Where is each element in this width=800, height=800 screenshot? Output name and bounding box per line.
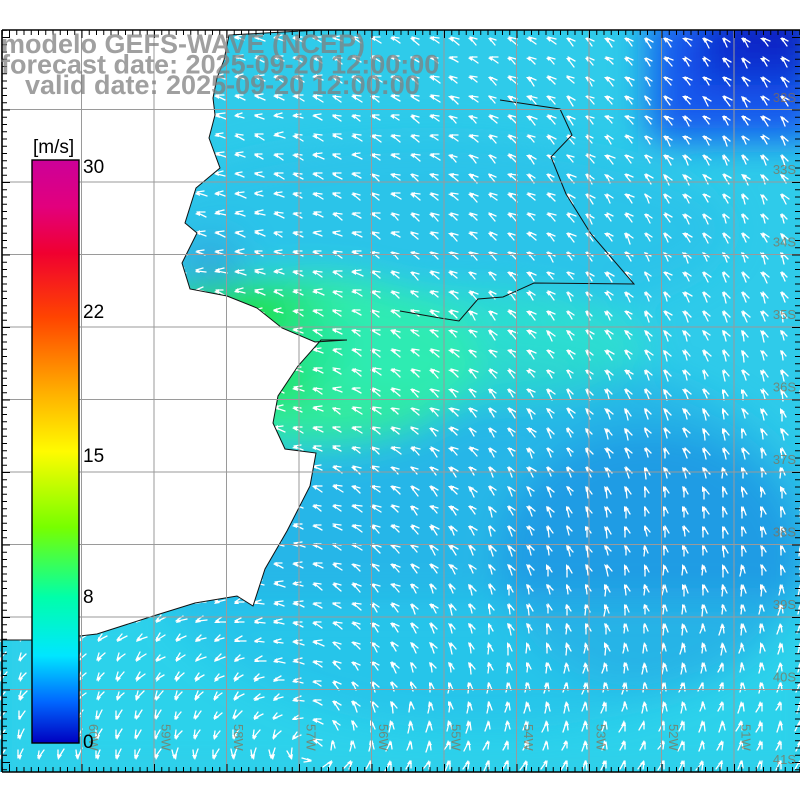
svg-text:34S: 34S — [773, 235, 796, 250]
svg-text:35S: 35S — [773, 307, 796, 322]
svg-text:39S: 39S — [773, 597, 796, 612]
svg-text:36S: 36S — [773, 380, 796, 395]
svg-text:58W: 58W — [231, 724, 246, 751]
svg-text:valid date: 2025-09-20 12:00:0: valid date: 2025-09-20 12:00:00 — [25, 70, 420, 100]
svg-text:30: 30 — [83, 157, 104, 178]
svg-text:8: 8 — [83, 587, 94, 608]
svg-text:54W: 54W — [521, 724, 536, 751]
svg-text:53W: 53W — [594, 724, 609, 751]
svg-text:15: 15 — [83, 446, 104, 467]
svg-text:0: 0 — [83, 732, 94, 753]
svg-text:41S: 41S — [773, 752, 796, 767]
svg-text:22: 22 — [83, 302, 104, 323]
svg-text:38S: 38S — [773, 525, 796, 540]
svg-text:40S: 40S — [773, 670, 796, 685]
svg-text:55W: 55W — [449, 724, 464, 751]
svg-text:59W: 59W — [159, 724, 174, 751]
svg-text:56W: 56W — [376, 724, 391, 751]
svg-text:33S: 33S — [773, 162, 796, 177]
svg-text:37S: 37S — [773, 452, 796, 467]
svg-text:57W: 57W — [304, 724, 319, 751]
svg-text:32S: 32S — [773, 90, 796, 105]
svg-text:[m/s]: [m/s] — [33, 137, 74, 158]
svg-text:51W: 51W — [739, 724, 754, 751]
svg-text:52W: 52W — [666, 724, 681, 751]
